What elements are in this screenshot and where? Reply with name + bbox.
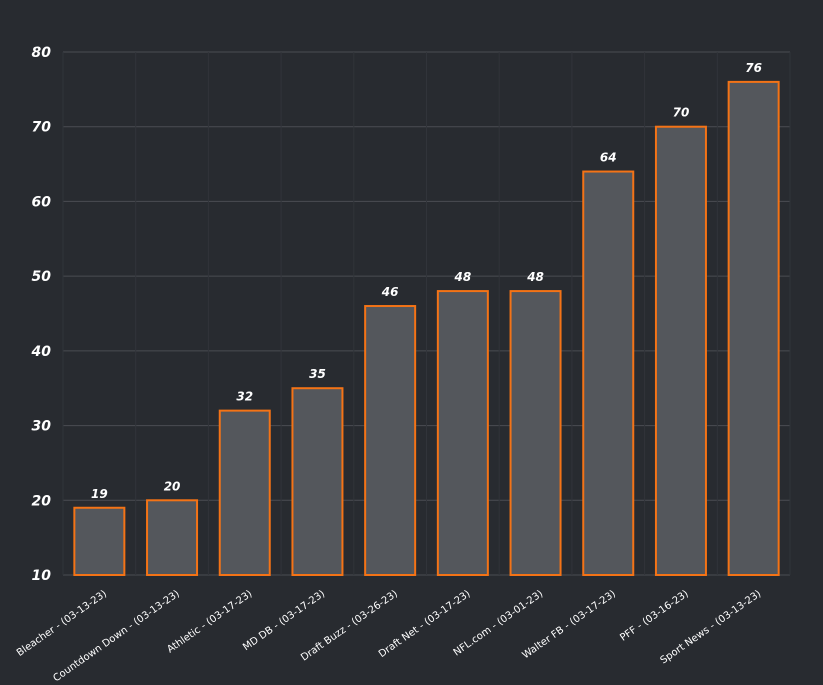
bar (436, 290, 489, 576)
y-tick-label: 30 (32, 419, 52, 435)
bar (727, 80, 780, 576)
y-tick-label: 20 (32, 493, 52, 509)
bar (218, 409, 271, 576)
data-label: 70 (673, 106, 690, 120)
y-tick-label: 10 (32, 568, 52, 584)
bar (654, 125, 707, 576)
y-tick-label: 50 (32, 269, 52, 285)
data-label: 48 (526, 270, 544, 284)
data-label: 46 (381, 285, 399, 299)
data-label: 20 (164, 479, 181, 493)
y-axis-ticks: 10 20 30 40 50 60 70 80 (31, 45, 52, 584)
bar (364, 305, 417, 576)
data-labels: 19 20 32 35 46 48 48 64 70 76 (91, 61, 762, 501)
y-tick-label: 40 (31, 344, 52, 360)
data-label: 64 (600, 151, 617, 165)
data-label: 19 (91, 487, 108, 501)
data-label: 32 (236, 390, 253, 404)
bar (291, 387, 344, 577)
y-tick-label: 70 (32, 120, 52, 136)
data-label: 76 (745, 61, 762, 75)
x-tick-label: Countdown Down - (03-13-23) (51, 588, 181, 681)
x-axis-ticks: Bleacher - (03-13-23)Countdown Down - (0… (15, 588, 763, 684)
y-tick-label: 80 (32, 45, 52, 61)
data-label: 48 (453, 270, 471, 284)
data-label: 35 (309, 367, 326, 381)
bar (146, 499, 199, 576)
bar (582, 170, 635, 577)
bar (73, 506, 126, 576)
x-tick-label: PFF - (03-16-23) (618, 588, 690, 643)
bar (509, 290, 562, 576)
y-tick-label: 60 (32, 194, 52, 210)
gridlines (62, 51, 791, 576)
bars (73, 80, 780, 577)
